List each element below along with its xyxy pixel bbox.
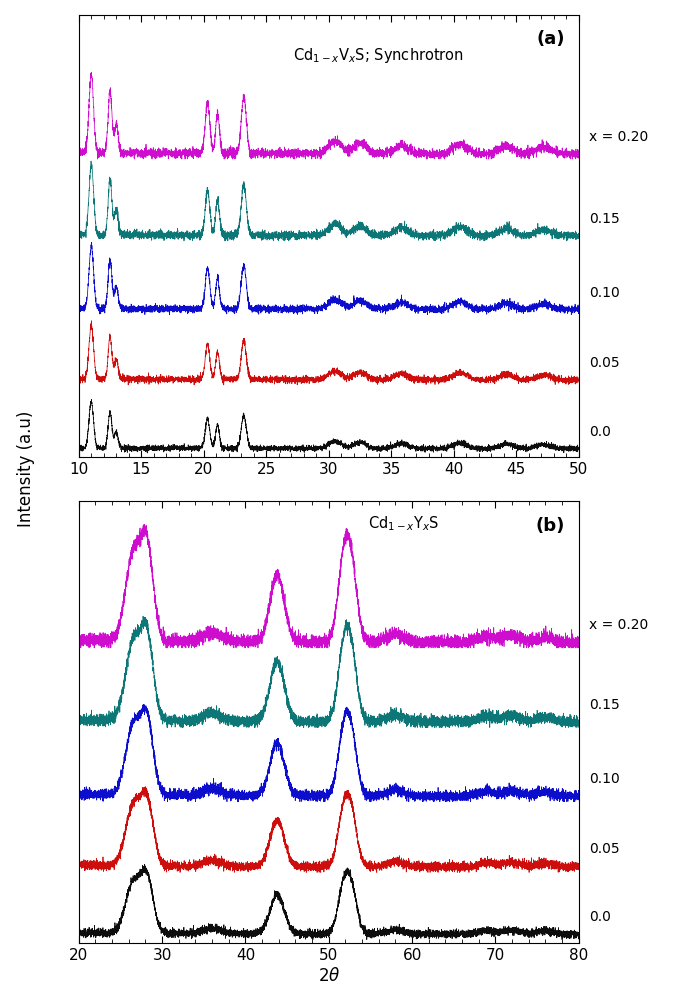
Text: 0.05: 0.05 (589, 842, 619, 856)
Text: 0.10: 0.10 (589, 285, 619, 299)
Text: Cd$_{1-x}$V$_x$S; Synchrotron: Cd$_{1-x}$V$_x$S; Synchrotron (293, 46, 464, 65)
Text: 0.0: 0.0 (589, 909, 611, 924)
Text: 0.15: 0.15 (589, 698, 619, 712)
Text: (a): (a) (536, 31, 565, 49)
Text: 0.10: 0.10 (589, 771, 619, 785)
Text: x = 0.20: x = 0.20 (589, 618, 648, 632)
X-axis label: 2$\theta$: 2$\theta$ (318, 967, 340, 985)
Text: Cd$_{1-x}$Y$_x$S: Cd$_{1-x}$Y$_x$S (368, 514, 440, 533)
Text: 0.05: 0.05 (589, 356, 619, 370)
Text: (b): (b) (536, 517, 565, 535)
Text: 0.15: 0.15 (589, 213, 619, 227)
Text: x = 0.20: x = 0.20 (589, 131, 648, 145)
Text: Intensity (a.u): Intensity (a.u) (17, 411, 35, 527)
Text: 0.0: 0.0 (589, 425, 611, 439)
